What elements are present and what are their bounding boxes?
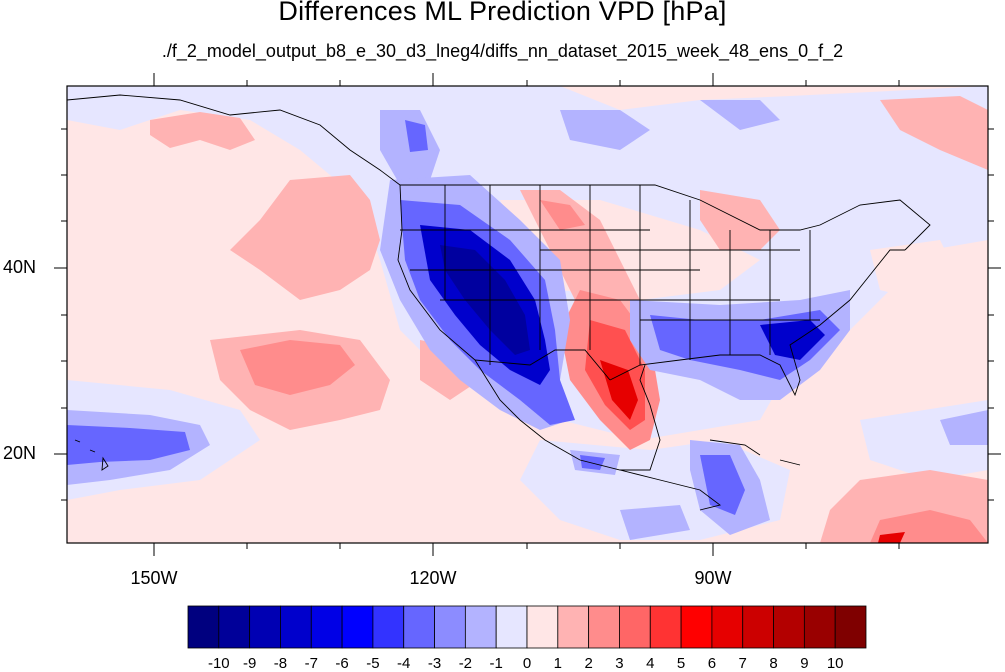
colorbar-box xyxy=(403,605,435,649)
colorbar-box xyxy=(773,605,805,649)
colorbar-tick-label: -3 xyxy=(427,655,442,672)
colorbar-tick-label: 4 xyxy=(646,655,655,672)
colorbar-box xyxy=(372,605,405,649)
lon-label-120w: 120W xyxy=(409,568,457,588)
colorbar-tick-label: 1 xyxy=(553,655,562,672)
colorbar-tick-label: 9 xyxy=(800,655,809,672)
lon-label-150w: 150W xyxy=(130,568,178,588)
colorbar-box xyxy=(310,605,343,649)
colorbar-tick-label: -8 xyxy=(273,655,288,672)
colorbar-box xyxy=(434,605,466,649)
colorbar-tick-label: -1 xyxy=(489,655,503,672)
colorbar-box xyxy=(187,605,220,649)
colorbar-box xyxy=(649,605,682,649)
map-title: Differences ML Prediction VPD [hPa] xyxy=(278,0,727,26)
colorbar-box xyxy=(249,605,281,649)
map-field xyxy=(67,86,988,543)
colorbar-box xyxy=(280,605,312,649)
colorbar-tick-label: 0 xyxy=(522,655,532,672)
colorbar-tick-label: -2 xyxy=(458,655,473,672)
colorbar-tick-label: 7 xyxy=(738,655,747,672)
map-subtitle: ./f_2_model_output_b8_e_30_d3_lneg4/diff… xyxy=(161,41,844,61)
colorbar-box xyxy=(495,605,528,649)
colorbar-tick-label: 10 xyxy=(826,655,844,672)
colorbar-tick-label: 5 xyxy=(676,655,686,672)
colorbar-tick-label: 2 xyxy=(584,655,593,672)
colorbar-tick-label: -4 xyxy=(397,655,411,672)
colorbar-box xyxy=(711,605,744,649)
colorbar-box xyxy=(557,605,590,649)
boundaries xyxy=(67,94,931,511)
lon-label-90w: 90W xyxy=(694,568,732,588)
colorbar-tick-label: 3 xyxy=(615,655,624,672)
colorbar-tick-label: 8 xyxy=(769,655,778,672)
colorbar-box xyxy=(803,605,836,649)
colorbar-tick-label: -5 xyxy=(366,655,380,672)
axis-ticks xyxy=(54,73,1001,556)
colorbar-box xyxy=(680,605,713,649)
colorbar-tick-label: -7 xyxy=(304,655,318,672)
colorbar-box xyxy=(588,605,620,649)
colorbar-box xyxy=(619,605,651,649)
lat-label-40n: 40N xyxy=(2,257,36,277)
colorbar-tick-label: -10 xyxy=(207,655,230,672)
colorbar-tick-label: -9 xyxy=(242,655,257,672)
colorbar-box xyxy=(464,605,497,649)
colorbar-tick-label: 6 xyxy=(707,655,717,672)
colorbar-box xyxy=(526,605,559,649)
colorbar-boxes xyxy=(187,605,867,649)
dark-red-zones xyxy=(600,360,905,543)
colorbar-box xyxy=(834,605,867,649)
lat-label-20n: 20N xyxy=(2,443,36,463)
colorbar-tick-label: -6 xyxy=(335,655,349,672)
colorbar-box xyxy=(742,605,774,649)
colorbar-box xyxy=(341,605,374,649)
colorbar-box xyxy=(218,605,251,649)
